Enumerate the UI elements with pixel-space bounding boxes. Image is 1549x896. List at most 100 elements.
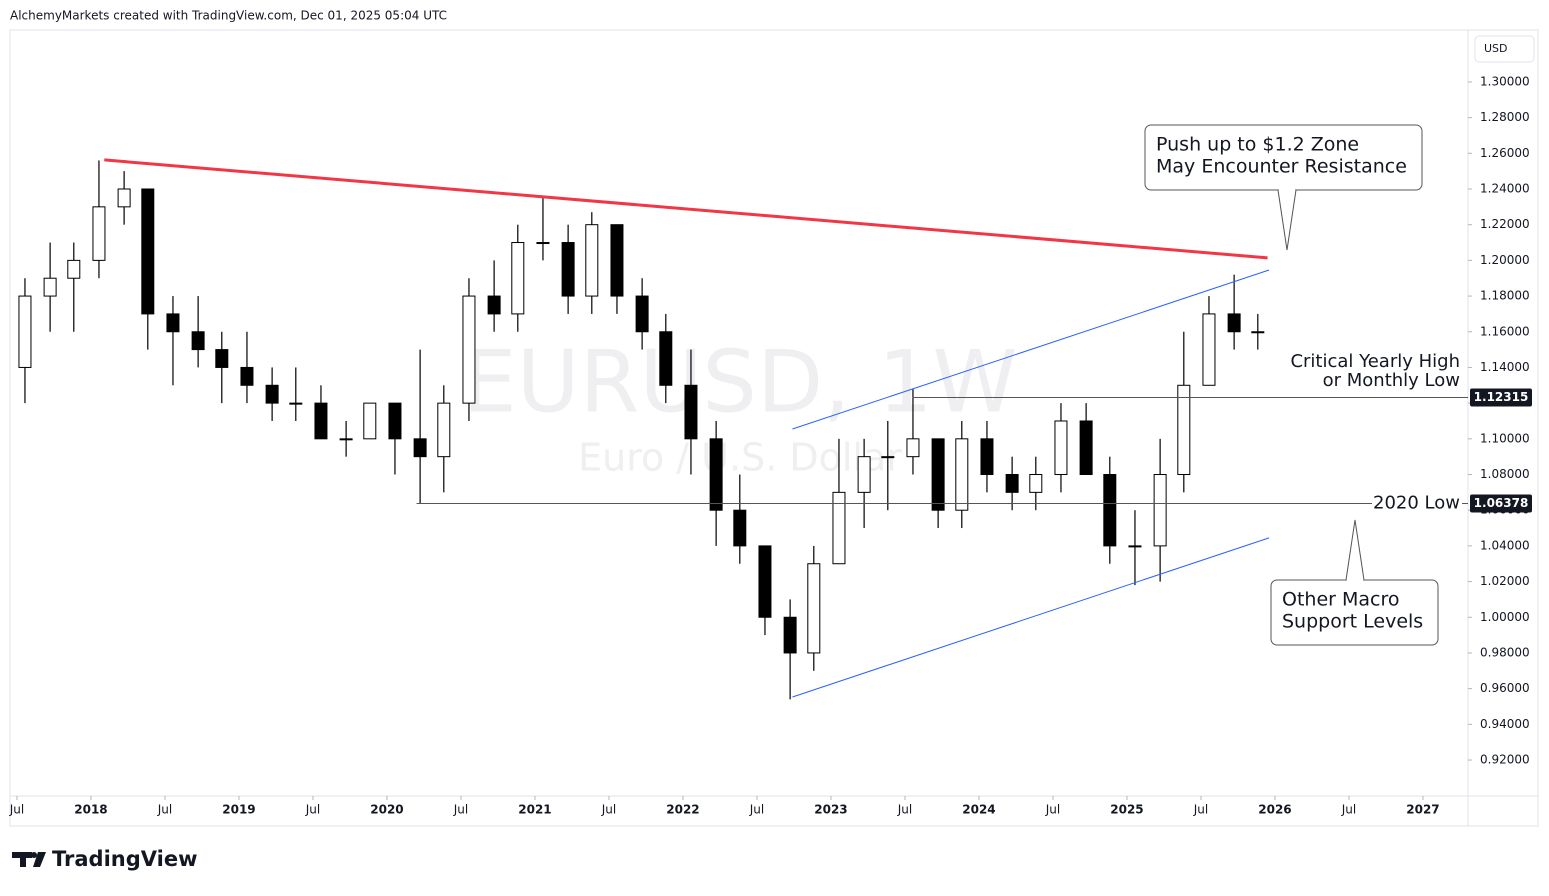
candle-body bbox=[413, 438, 427, 458]
candle-body bbox=[1054, 420, 1068, 476]
candle-body bbox=[487, 295, 501, 315]
y-tick-label: 1.10000 bbox=[1480, 431, 1530, 445]
x-tick-label: 2019 bbox=[222, 803, 255, 817]
y-tick-label: 1.16000 bbox=[1480, 324, 1530, 338]
watermark-symbol: EURUSD, 1W bbox=[462, 332, 1017, 432]
level-note: Critical Yearly High bbox=[1290, 351, 1460, 372]
x-tick-label: 2025 bbox=[1110, 803, 1143, 817]
candle-body bbox=[610, 224, 624, 297]
currency: USD bbox=[1484, 42, 1508, 55]
candle-body bbox=[339, 438, 353, 441]
y-tick-label: 1.30000 bbox=[1480, 74, 1530, 88]
candle-body bbox=[437, 402, 451, 458]
level-note: 2020 Low bbox=[1373, 492, 1460, 513]
y-tick-label: 0.92000 bbox=[1480, 753, 1530, 767]
candle-body bbox=[1029, 474, 1043, 493]
currency-box bbox=[1474, 35, 1535, 63]
x-tick-label: 2022 bbox=[666, 803, 699, 817]
candle-body bbox=[1079, 420, 1093, 476]
x-tick-label: Jul bbox=[749, 803, 764, 817]
x-tick-label: Jul bbox=[897, 803, 912, 817]
candle-body bbox=[1251, 331, 1265, 334]
candle-body bbox=[585, 224, 599, 297]
x-tick-label: Jul bbox=[157, 803, 172, 817]
x-tick-label: 2024 bbox=[962, 803, 995, 817]
callout-text: Push up to $1.2 Zone bbox=[1156, 134, 1359, 156]
y-tick-label: 1.18000 bbox=[1480, 289, 1530, 303]
note-bg bbox=[1372, 492, 1462, 515]
candle-body bbox=[684, 384, 698, 440]
candle-body bbox=[1177, 384, 1191, 476]
callout-pointer bbox=[1277, 189, 1297, 251]
candle-body bbox=[931, 438, 945, 511]
trendline bbox=[104, 158, 1268, 260]
candle-body bbox=[1005, 474, 1019, 493]
candle-body bbox=[363, 402, 377, 440]
x-tick-label: 2027 bbox=[1406, 803, 1439, 817]
candle-body bbox=[807, 563, 821, 654]
y-tick-label: 1.00000 bbox=[1480, 610, 1530, 624]
y-tick-label: 1.04000 bbox=[1480, 538, 1530, 552]
candle-body bbox=[215, 349, 229, 368]
candle-body bbox=[906, 438, 920, 458]
y-tick-label: 0.98000 bbox=[1480, 645, 1530, 659]
price-label: 1.06378 bbox=[1474, 496, 1529, 510]
candle-body bbox=[289, 402, 303, 405]
candle-body bbox=[314, 402, 328, 440]
candle-body bbox=[191, 331, 205, 351]
logo: TradingView bbox=[52, 847, 197, 871]
callout-pointer bbox=[1345, 519, 1365, 581]
candle-body bbox=[18, 295, 32, 368]
candle-body bbox=[536, 242, 550, 245]
candle-body bbox=[166, 313, 180, 333]
y-tick-label: 1.02000 bbox=[1480, 574, 1530, 588]
x-tick-label: Jul bbox=[305, 803, 320, 817]
candle-body bbox=[1103, 474, 1117, 547]
candle-body bbox=[561, 242, 575, 297]
x-tick-label: 2018 bbox=[74, 803, 107, 817]
candle-body bbox=[67, 259, 81, 279]
x-tick-label: 2023 bbox=[814, 803, 847, 817]
x-tick-label: Jul bbox=[1193, 803, 1208, 817]
candle-body bbox=[857, 456, 871, 493]
candle-body bbox=[659, 331, 673, 386]
candle-body bbox=[117, 188, 131, 208]
header: AlchemyMarkets created with TradingView.… bbox=[10, 9, 447, 23]
candle-body bbox=[955, 438, 969, 511]
candle-body bbox=[388, 402, 402, 440]
trendline bbox=[792, 269, 1270, 430]
candle-body bbox=[92, 206, 106, 261]
y-tick-label: 1.22000 bbox=[1480, 217, 1530, 231]
callout-text: Support Levels bbox=[1282, 611, 1423, 633]
x-tick-label: 2020 bbox=[370, 803, 403, 817]
y-tick-label: 0.96000 bbox=[1480, 681, 1530, 695]
candle-body bbox=[881, 456, 895, 459]
candle-body bbox=[462, 295, 476, 404]
candle-body bbox=[511, 242, 525, 315]
candle-body bbox=[758, 545, 772, 618]
candle-body bbox=[265, 384, 279, 404]
candle-body bbox=[733, 509, 747, 547]
x-tick-label: Jul bbox=[9, 803, 24, 817]
y-tick-label: 1.14000 bbox=[1480, 360, 1530, 374]
x-tick-label: Jul bbox=[453, 803, 468, 817]
y-tick-label: 1.08000 bbox=[1480, 467, 1530, 481]
y-tick-label: 1.28000 bbox=[1480, 110, 1530, 124]
chart-frame bbox=[9, 29, 1539, 827]
price-label-box bbox=[1470, 388, 1532, 407]
level-note: or Monthly Low bbox=[1323, 370, 1460, 391]
candle-body bbox=[1202, 313, 1216, 386]
candle-body bbox=[1153, 474, 1167, 547]
y-tick-label: 1.26000 bbox=[1480, 146, 1530, 160]
candle-body bbox=[1128, 545, 1142, 548]
price-label-box bbox=[1470, 494, 1532, 513]
candle-body bbox=[635, 295, 649, 333]
y-tick-label: 1.24000 bbox=[1480, 181, 1530, 195]
callout-text: May Encounter Resistance bbox=[1156, 156, 1407, 178]
candle-body bbox=[709, 438, 723, 511]
candle-body bbox=[141, 188, 155, 315]
trendline bbox=[792, 537, 1270, 698]
y-tick-label: 1.20000 bbox=[1480, 253, 1530, 267]
